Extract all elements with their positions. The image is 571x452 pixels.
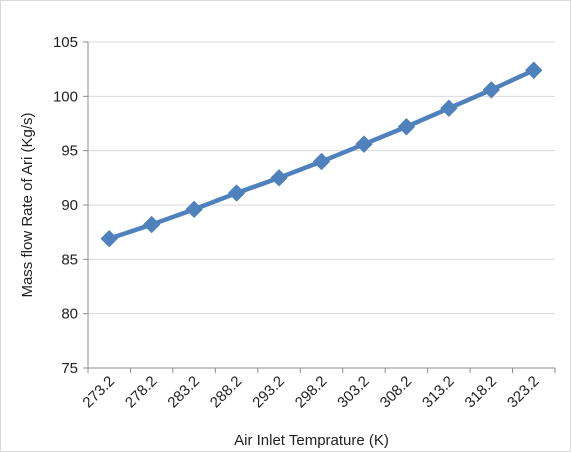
data-point-marker (227, 184, 246, 202)
series-group (100, 61, 543, 248)
data-point-marker (525, 61, 543, 79)
data-point-marker (440, 99, 458, 117)
y-tick-label: 95 (61, 143, 78, 160)
y-tick-label: 85 (61, 251, 78, 268)
y-tick-label: 80 (61, 306, 78, 323)
y-tick-label: 90 (61, 197, 78, 214)
y-tick-label: 105 (53, 34, 78, 51)
y-tick-label: 75 (61, 360, 78, 377)
y-axis-title: Mass flow Rate of Ari (Kg/s) (19, 112, 36, 297)
data-point-marker (270, 169, 288, 187)
data-point-marker (100, 229, 118, 248)
gridlines (88, 41, 555, 315)
data-point-marker (482, 81, 501, 99)
data-point-marker (355, 135, 373, 153)
data-point-marker (185, 200, 203, 219)
data-point-marker (397, 118, 416, 136)
y-tick-label: 100 (53, 88, 78, 105)
data-point-marker (142, 215, 161, 234)
data-point-marker (312, 152, 331, 171)
axes (83, 41, 556, 373)
x-axis-title: Air Inlet Temprature (K) (234, 432, 389, 449)
